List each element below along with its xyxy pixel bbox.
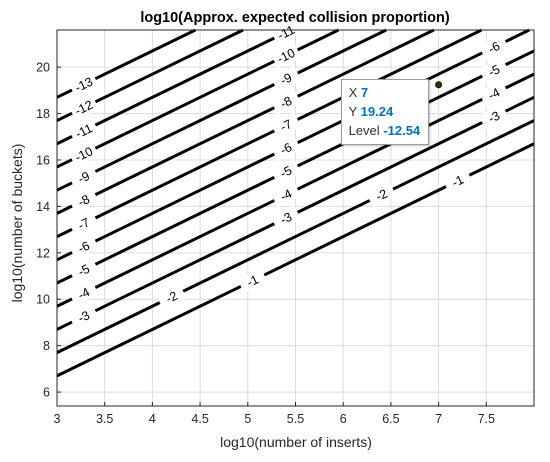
level-label-gap [270, 19, 302, 46]
level-label-gap [68, 280, 99, 307]
level-label-gap [270, 181, 302, 208]
contour-line-level-neg8 [56, 28, 435, 215]
x-axis-label: log10(number of inserts) [220, 434, 372, 450]
y-axis-label: log10(number of buckets) [9, 144, 25, 303]
datatip-y-row: Y 19.24 [349, 102, 421, 121]
level-label: -9 [68, 164, 99, 191]
level-label-gap [270, 158, 302, 185]
x-tick-label: 6.5 [382, 412, 399, 426]
level-label: -7 [68, 210, 99, 237]
x-tick-label: 7.5 [478, 412, 495, 426]
level-label: -12 [68, 94, 99, 121]
level-label: -3 [68, 303, 99, 330]
level-label: -6 [270, 135, 302, 162]
level-label: -13 [68, 71, 99, 98]
level-label-gap [68, 303, 99, 330]
level-label-gap [478, 80, 510, 107]
level-label: -6 [478, 34, 510, 61]
y-tick-label: 8 [43, 339, 50, 353]
y-tick-label: 14 [36, 200, 50, 214]
level-label: -7 [270, 112, 302, 139]
level-label-gap [478, 34, 510, 61]
level-label: -5 [478, 57, 510, 84]
level-label: -2 [156, 284, 187, 310]
level-label: -9 [270, 65, 302, 92]
level-label-gap [68, 71, 99, 98]
datatip-y-label: Y [348, 103, 358, 119]
level-label: -1 [442, 168, 473, 194]
x-tick-label: 3 [54, 412, 61, 426]
level-label: -8 [270, 89, 302, 115]
contour-line-level-neg11 [56, 28, 292, 146]
level-label: -11 [68, 117, 99, 144]
datatip-y-value: 19.24 [360, 103, 394, 119]
level-label-text: -11 [73, 121, 95, 141]
level-label-gap [68, 94, 99, 121]
contour-line-level-neg2 [56, 119, 535, 354]
level-label-gap [237, 267, 268, 294]
x-tick-label: 5.5 [287, 412, 304, 426]
level-label: -1 [237, 267, 268, 294]
y-tick-label: 20 [36, 61, 50, 75]
level-label: -3 [270, 205, 302, 231]
level-label: -10 [270, 42, 302, 69]
datatip[interactable]: X 7 Y 19.24 Level -12.54 [340, 78, 430, 145]
level-label-gap [68, 187, 99, 214]
level-label-gap [270, 89, 302, 115]
x-tick-label: 3.5 [96, 412, 113, 426]
level-label-gap [68, 141, 99, 167]
level-label-gap [270, 112, 302, 139]
level-label: -5 [270, 158, 302, 185]
level-label: -4 [478, 80, 510, 107]
y-tick-label: 16 [36, 153, 50, 167]
level-label-gap [68, 233, 99, 260]
y-tick-label: 12 [36, 246, 50, 260]
level-label-gap [156, 284, 187, 310]
level-label-gap [270, 65, 302, 92]
datatip-x-value: 7 [360, 84, 369, 100]
level-label: -3 [478, 103, 510, 130]
level-label-gap [478, 57, 510, 84]
level-label: -4 [270, 181, 302, 208]
x-tick-label: 6 [340, 412, 347, 426]
y-tick-label: 18 [36, 107, 50, 121]
datatip-marker[interactable] [435, 81, 443, 89]
x-tick-label: 4 [149, 412, 156, 426]
level-label: -11 [270, 19, 302, 46]
datatip-x-label: X [348, 84, 358, 100]
level-label-layer: -13-12-11-11-10-10-9-9-8-8-7-7-6-6-6-5-5… [68, 19, 510, 330]
level-label-gap [270, 42, 302, 69]
x-tick-label: 7 [435, 412, 442, 426]
y-tick-label: 6 [43, 386, 50, 400]
datatip-level-row: Level -12.54 [349, 121, 421, 140]
tick-layer: 3 3.5 4 4.5 5 5.5 6 6.5 7 7.5 6 8 10 12 14 16 18 20 [36, 61, 495, 426]
level-label: -6 [68, 233, 99, 260]
level-label-gap [68, 257, 99, 283]
level-label-gap [478, 103, 510, 130]
level-label: -4 [68, 280, 99, 307]
contour-line-level-neg7 [56, 28, 483, 238]
level-label-gap [270, 205, 302, 231]
datatip-level-label: Level [348, 122, 380, 138]
chart-title: log10(Approx. expected collision proport… [140, 10, 450, 26]
level-label-gap [270, 135, 302, 162]
datatip-x-row: X 7 [349, 83, 421, 102]
datatip-level-value: -12.54 [383, 122, 421, 138]
level-label: -5 [68, 257, 99, 283]
level-label-gap [68, 210, 99, 237]
level-label: -8 [68, 187, 99, 214]
level-label-gap [68, 117, 99, 144]
x-tick-label: 5 [244, 412, 251, 426]
level-label: -10 [68, 141, 99, 167]
contour-line-level-neg9 [56, 28, 387, 192]
level-label-gap [442, 168, 473, 194]
level-label-gap [68, 164, 99, 191]
x-tick-label: 4.5 [191, 412, 208, 426]
level-label-text: -11 [275, 23, 297, 43]
level-label-gap [366, 181, 397, 208]
y-tick-label: 10 [36, 293, 50, 307]
level-label: -2 [366, 181, 397, 208]
